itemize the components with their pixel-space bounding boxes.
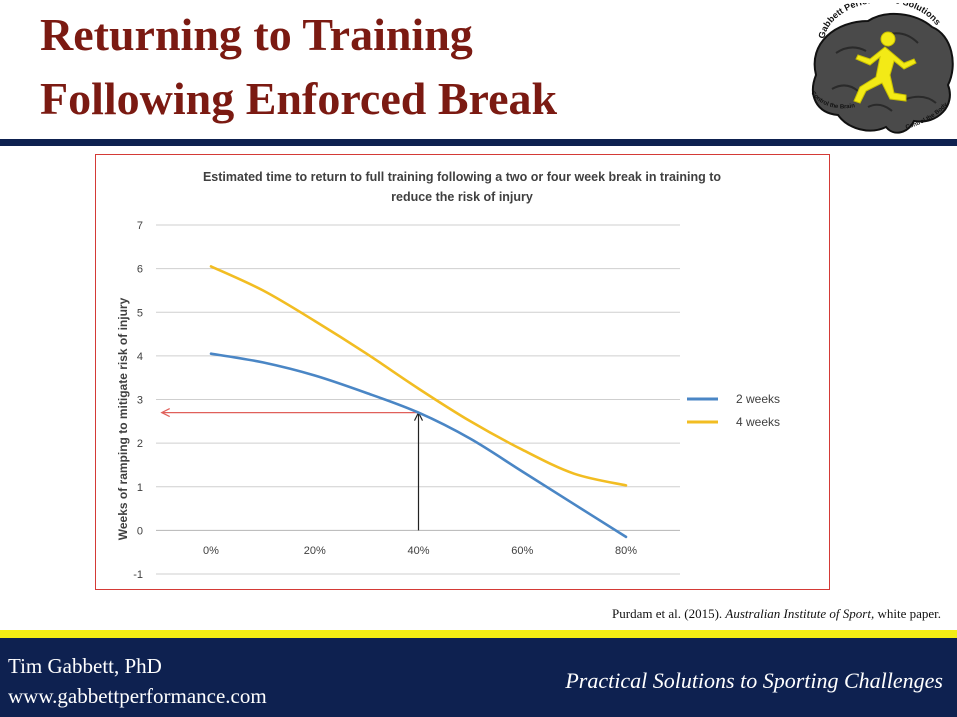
y-axis-label: Weeks of ramping to mitigate risk of inj… (116, 297, 130, 540)
x-tick-label: 80% (615, 545, 637, 557)
slide-title-line-2: Following Enforced Break (40, 73, 558, 124)
y-tick-label: 2 (137, 438, 143, 450)
citation-source: Australian Institute of Sport, (725, 606, 875, 621)
legend-label: 4 weeks (736, 415, 780, 429)
x-tick-label: 20% (304, 545, 326, 557)
legend-label: 2 weeks (736, 392, 780, 406)
series-line-4-weeks (209, 265, 628, 487)
y-tick-label: 5 (137, 307, 143, 319)
citation-authors: Purdam et al. (2015). (612, 606, 723, 621)
return-to-training-chart: Estimated time to return to full trainin… (116, 170, 780, 581)
citation: Purdam et al. (2015). Australian Institu… (612, 606, 941, 622)
slide-title-line-1: Returning to Training (40, 9, 473, 60)
y-tick-label: 4 (137, 351, 143, 363)
y-tick-label: -1 (133, 569, 143, 581)
y-tick-label: 6 (137, 264, 143, 276)
series-line-2-weeks (209, 352, 628, 539)
x-tick-label: 40% (407, 545, 429, 557)
y-tick-label: 1 (137, 482, 143, 494)
header-divider (0, 139, 957, 146)
citation-rest: white paper. (877, 606, 941, 621)
chart-title-line-2: reduce the risk of injury (391, 190, 533, 204)
y-tick-label: 0 (137, 525, 143, 537)
y-tick-label: 3 (137, 395, 143, 407)
gabbett-performance-logo: Gabbett Performance Solutions Control th… (809, 3, 954, 134)
presenter-name: Tim Gabbett, PhD (8, 654, 162, 678)
chart-frame: Estimated time to return to full trainin… (95, 154, 830, 590)
y-tick-label: 7 (137, 220, 143, 232)
presenter-website: www.gabbettperformance.com (8, 684, 267, 708)
footer-tagline: Practical Solutions to Sporting Challeng… (565, 668, 943, 693)
x-tick-label: 60% (511, 545, 533, 557)
x-tick-label: 0% (203, 545, 219, 557)
footer-accent-band (0, 630, 957, 638)
annotation-arrowhead-2 (160, 408, 170, 418)
chart-title-line-1: Estimated time to return to full trainin… (203, 170, 721, 184)
footer-bar: Tim Gabbett, PhD www.gabbettperformance.… (0, 638, 957, 717)
